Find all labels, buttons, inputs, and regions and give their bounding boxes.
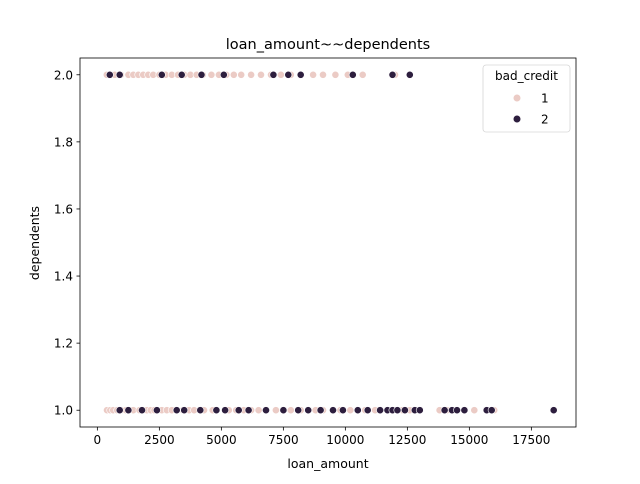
point-series-2 — [196, 406, 205, 415]
y-tick-label: 1.4 — [54, 270, 73, 284]
legend-label-2: 2 — [541, 113, 549, 127]
legend-label-1: 1 — [541, 92, 549, 106]
y-tick-label: 1.0 — [54, 404, 73, 418]
point-series-2 — [115, 70, 124, 79]
axes: 0 2500 5000 7500 10000 12500 15000 17500 1.0 1.2 1… — [54, 57, 577, 447]
point-series-2 — [348, 70, 357, 79]
point-series-2 — [453, 406, 461, 415]
point-series-2 — [460, 406, 469, 415]
x-tick-label: 2500 — [144, 433, 175, 447]
y-tick-label: 1.8 — [54, 135, 73, 149]
x-axis-label: loan_amount — [287, 456, 368, 471]
point-series-2 — [487, 406, 496, 415]
point-series-2 — [338, 406, 347, 415]
point-series-2 — [405, 70, 414, 79]
point-series-2 — [393, 406, 402, 415]
legend-marker-2 — [512, 114, 522, 124]
point-series-1 — [271, 406, 280, 415]
point-series-1 — [358, 70, 367, 79]
point-series-1 — [229, 70, 238, 79]
point-series-2 — [219, 70, 228, 79]
point-series-2 — [440, 406, 449, 415]
point-series-2 — [157, 70, 166, 79]
x-tick-label: 0 — [94, 433, 102, 447]
point-series-2 — [138, 406, 146, 415]
point-series-2 — [279, 406, 288, 415]
point-series-1 — [319, 70, 327, 79]
point-series-2 — [177, 70, 186, 79]
point-series-1 — [276, 70, 285, 79]
point-series-1 — [309, 70, 317, 79]
point-series-1 — [470, 406, 479, 415]
plot-frame — [79, 57, 577, 428]
point-series-2 — [152, 406, 161, 415]
data-points — [102, 70, 558, 415]
point-series-2 — [105, 70, 114, 79]
y-tick-label: 1.2 — [54, 337, 73, 351]
point-series-1 — [286, 406, 295, 415]
point-series-1 — [331, 70, 340, 79]
point-series-2 — [296, 70, 305, 79]
point-series-2 — [124, 406, 133, 415]
x-tick-label: 7500 — [268, 433, 299, 447]
point-series-2 — [221, 406, 229, 415]
point-series-2 — [376, 406, 384, 415]
point-series-2 — [353, 406, 362, 415]
point-series-1 — [247, 70, 255, 79]
point-series-1 — [257, 70, 265, 79]
y-tick-label: 2.0 — [54, 68, 73, 82]
point-series-1 — [207, 70, 216, 79]
point-series-2 — [400, 406, 409, 415]
point-series-2 — [294, 406, 303, 415]
point-series-2 — [329, 406, 337, 415]
point-series-1 — [254, 406, 263, 415]
y-tick-label: 1.6 — [54, 202, 73, 216]
point-series-2 — [549, 406, 558, 415]
x-tick-label: 10000 — [326, 433, 364, 447]
point-series-2 — [262, 406, 270, 415]
point-series-1 — [237, 70, 246, 79]
point-series-2 — [197, 70, 206, 79]
point-series-2 — [115, 406, 124, 415]
point-series-2 — [304, 406, 313, 415]
point-series-2 — [180, 406, 189, 415]
legend-box — [482, 64, 571, 133]
legend-marker-1 — [512, 93, 522, 103]
chart-title: loan_amount~~dependents — [226, 37, 430, 53]
point-series-2 — [388, 70, 397, 79]
point-series-2 — [269, 70, 278, 79]
x-tick-label: 17500 — [512, 433, 550, 447]
point-series-2 — [244, 406, 253, 415]
point-series-2 — [415, 406, 424, 415]
point-series-2 — [234, 406, 243, 415]
x-tick-label: 5000 — [206, 433, 237, 447]
point-series-2 — [212, 406, 221, 415]
point-series-2 — [316, 406, 325, 415]
point-series-2 — [172, 406, 181, 415]
point-series-2 — [284, 70, 293, 79]
point-series-1 — [346, 406, 355, 415]
x-tick-label: 12500 — [388, 433, 426, 447]
legend: bad_credit 1 2 — [482, 64, 571, 133]
point-series-2 — [363, 406, 372, 415]
x-tick-label: 15000 — [450, 433, 488, 447]
legend-title: bad_credit — [495, 69, 558, 83]
y-axis-label: dependents — [27, 206, 42, 280]
